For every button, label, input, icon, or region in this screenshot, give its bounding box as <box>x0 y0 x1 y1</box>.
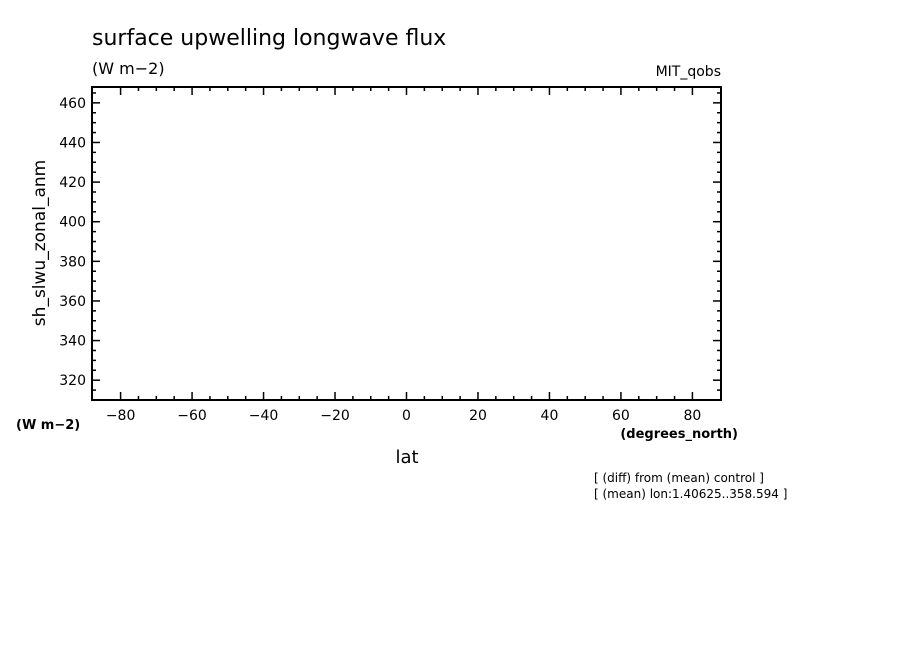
y-tick-label: 440 <box>59 135 86 151</box>
x-tick-label: −60 <box>177 408 207 424</box>
y-tick-label: 340 <box>59 334 86 350</box>
y-tick-label: 420 <box>59 175 86 191</box>
chart-subtitle: (W m−2) <box>92 59 165 78</box>
note-diff: [ (diff) from (mean) control ] <box>594 471 764 485</box>
x-tick-label: 20 <box>469 408 487 424</box>
x-units-label: (degrees_north) <box>620 427 738 442</box>
y-tick-label: 360 <box>59 294 86 310</box>
y-tick-label: 400 <box>59 215 86 231</box>
x-tick-labels: −80 −60 −40 −20 0 20 40 60 80 <box>106 408 702 424</box>
x-tick-label: 60 <box>612 408 630 424</box>
x-tick-label: −20 <box>320 408 350 424</box>
x-tick-label: 80 <box>683 408 701 424</box>
x-tick-label: 40 <box>541 408 559 424</box>
dataset-label: MIT_qobs <box>656 64 721 80</box>
y-tick-labels: 320 340 360 380 400 420 440 460 <box>59 96 86 389</box>
x-tick-label: −40 <box>249 408 279 424</box>
x-axis-label: lat <box>395 447 418 468</box>
chart-title: surface upwelling longwave flux <box>92 26 446 51</box>
plot-frame <box>91 86 722 401</box>
y-tick-label: 460 <box>59 96 86 112</box>
x-ticks <box>119 87 694 400</box>
x-tick-label: −80 <box>106 408 136 424</box>
y-axis-label: sh_slwu_zonal_anm <box>30 160 50 326</box>
y-tick-label: 380 <box>59 254 86 270</box>
y-ticks <box>92 92 721 391</box>
note-mean: [ (mean) lon:1.40625..358.594 ] <box>594 487 787 501</box>
x-tick-label: 0 <box>402 408 411 424</box>
y-units-label: (W m−2) <box>16 418 80 433</box>
y-tick-label: 320 <box>59 373 86 389</box>
